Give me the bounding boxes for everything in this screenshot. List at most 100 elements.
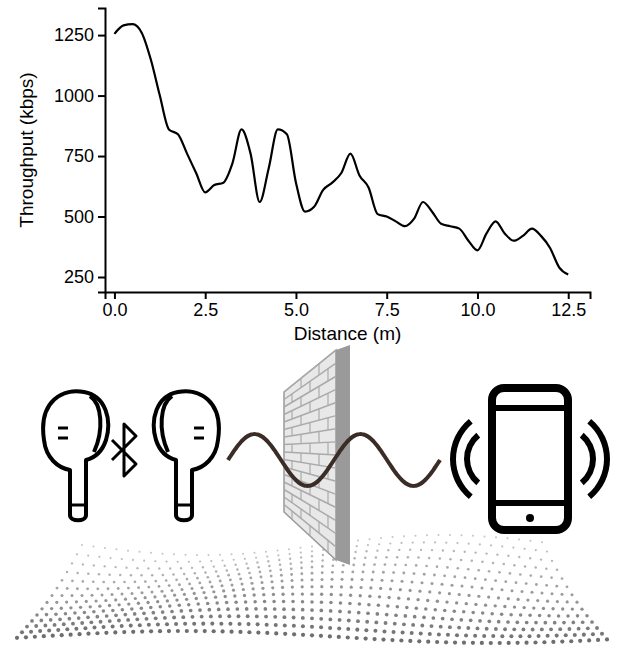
surface-dot [527, 634, 531, 638]
surface-dot [165, 579, 168, 582]
surface-dot [51, 634, 55, 638]
surface-dot [488, 570, 491, 573]
surface-dot [142, 611, 146, 615]
surface-dot [126, 618, 130, 622]
surface-dot [215, 570, 218, 573]
surface-dot [264, 615, 268, 619]
surface-dot [466, 626, 470, 630]
x-tick-label: 12.5 [551, 300, 586, 320]
surface-dot [208, 554, 210, 556]
surface-dot [346, 627, 350, 631]
surface-dot [244, 558, 246, 560]
surface-dot [69, 606, 72, 609]
surface-dot [425, 565, 428, 568]
brick-line [284, 452, 336, 455]
surface-dot [581, 620, 585, 624]
surface-dot [487, 619, 491, 623]
surface-dot [165, 622, 169, 626]
surface-dot [200, 615, 204, 619]
surface-dot [519, 573, 522, 576]
y-tick-mark [98, 277, 105, 279]
surface-dot [484, 535, 486, 537]
surface-dot [403, 614, 407, 618]
surface-dot [409, 549, 411, 551]
surface-dot [492, 562, 495, 565]
surface-dot [549, 627, 553, 631]
surface-dot [557, 614, 561, 618]
surface-dot [459, 618, 463, 622]
surface-dot [290, 568, 293, 571]
surface-dot [143, 560, 145, 562]
surface-dot [76, 587, 79, 590]
surface-dot [423, 541, 425, 543]
surface-dot [311, 550, 313, 552]
surface-dot [364, 557, 367, 560]
earbud-speaker [162, 396, 172, 452]
surface-dot [256, 630, 260, 634]
surface-dot [381, 637, 385, 641]
brick-joint [291, 394, 292, 402]
surface-dot [121, 608, 125, 612]
surface-dot [281, 586, 284, 589]
y-tick: 1000 [54, 86, 105, 106]
surface-dot [469, 619, 473, 623]
surface-dot [397, 597, 400, 600]
surface-dot [413, 572, 416, 575]
surface-dot [173, 553, 175, 555]
surface-dot [311, 566, 314, 569]
brick-joint [300, 434, 301, 443]
surface-dot [127, 550, 129, 552]
surface-dot [311, 560, 314, 563]
surface-dot [92, 580, 95, 583]
surface-dot [271, 586, 274, 589]
brick-joint [300, 490, 301, 499]
surface-dot [446, 566, 449, 569]
surface-dot [561, 607, 564, 610]
surface-dot [260, 581, 263, 584]
earbud-body [154, 391, 219, 520]
surface-dot [399, 638, 403, 642]
surface-dot [199, 560, 201, 562]
surface-dot [239, 578, 242, 581]
surface-dot [477, 595, 480, 598]
surface-dot [367, 603, 371, 607]
surface-dot [292, 632, 296, 636]
surface-dot [119, 574, 122, 577]
surface-dot [206, 576, 209, 579]
surface-dot [399, 588, 402, 591]
surface-dot [301, 624, 305, 628]
surface-dot [227, 614, 231, 618]
surface-dot [153, 595, 156, 598]
surface-dot [591, 632, 595, 636]
surface-dot [417, 556, 420, 559]
surface-dot [366, 611, 370, 615]
brick-joint [318, 386, 319, 397]
surface-dot [418, 590, 421, 593]
brick-joint [327, 442, 328, 454]
surface-dot [474, 551, 476, 553]
surface-dot [529, 557, 531, 559]
x-tick-label: 7.5 [375, 300, 400, 320]
surface-dot [595, 626, 599, 630]
surface-dot [509, 613, 513, 617]
surface-dot [470, 586, 473, 589]
surface-dot [159, 605, 163, 609]
surface-dot [277, 550, 279, 552]
brick-joint [309, 423, 310, 433]
surface-dot [156, 622, 160, 626]
surface-dot [146, 601, 149, 604]
surface-dot [536, 599, 539, 602]
surface-dot [130, 607, 134, 611]
surface-dot [213, 565, 215, 567]
surface-dot [266, 555, 268, 557]
surface-dot [524, 548, 526, 550]
surface-dot [301, 600, 305, 604]
surface-dot [280, 580, 283, 583]
surface-dot [420, 549, 422, 551]
surface-dot [535, 583, 538, 586]
surface-dot [443, 609, 447, 613]
surface-dot [320, 593, 323, 596]
surface-dot [321, 565, 324, 568]
surface-dot [461, 534, 463, 536]
surface-dot [273, 607, 277, 611]
